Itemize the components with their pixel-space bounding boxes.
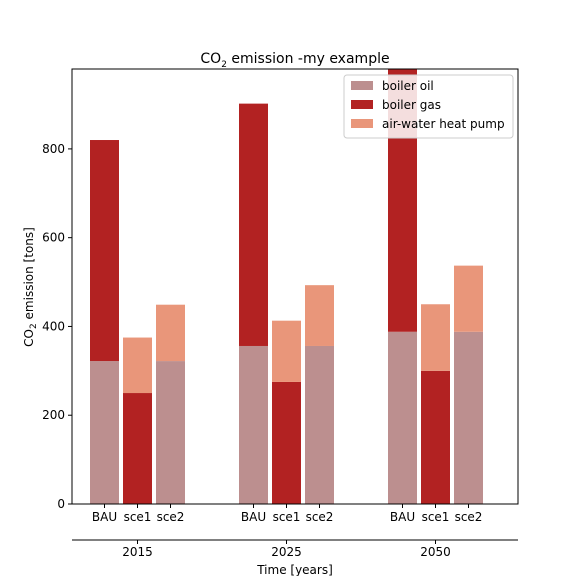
y-tick-label-400: 400 xyxy=(42,319,65,333)
bar-2015-sce2-series-0 xyxy=(156,361,185,504)
x-axis: BAU sce1 sce2 BAU sce1 sce2 BAU sce1 sce2 xyxy=(92,504,483,524)
y-tick-label-200: 200 xyxy=(42,408,65,422)
bar-2015-sce2-series-2 xyxy=(156,304,185,362)
y-tick-label-600: 600 xyxy=(42,231,65,245)
bar-2050-sce1-series-2 xyxy=(421,304,450,371)
y-tick-label-0: 0 xyxy=(57,497,65,511)
group-axis: 2015 2025 2050 xyxy=(122,540,451,559)
group-label-2050: 2050 xyxy=(420,545,451,559)
bar-2025-BAU-series-1 xyxy=(239,103,268,346)
bar-2015-sce1-series-2 xyxy=(123,337,152,394)
bar-2025-BAU-series-0 xyxy=(239,345,268,504)
bar-2050-BAU-series-0 xyxy=(388,331,417,504)
bar-2025-sce2-series-2 xyxy=(305,285,334,346)
group-label-2015: 2015 xyxy=(122,545,153,559)
legend-swatch-0 xyxy=(351,81,373,90)
bar-2015-BAU-series-1 xyxy=(90,140,119,362)
bar-2025-sce1-series-1 xyxy=(272,381,301,504)
plot-frame xyxy=(71,68,519,505)
x-tick-label-2015-BAU: BAU xyxy=(92,510,117,524)
bars-layer xyxy=(90,69,483,504)
bar-2015-sce1-series-1 xyxy=(123,393,152,504)
x-axis-label: Time [years] xyxy=(256,563,333,576)
bar-2025-sce2-series-0 xyxy=(305,345,334,504)
x-tick-label-2025-sce2: sce2 xyxy=(306,510,334,524)
x-tick-label-2025-sce1: sce1 xyxy=(273,510,301,524)
x-tick-label-2050-sce1: sce1 xyxy=(422,510,450,524)
legend: boiler oil boiler gas air-water heat pump xyxy=(343,74,514,139)
bar-2050-sce2-series-2 xyxy=(454,265,483,332)
bar-2025-sce1-series-2 xyxy=(272,320,301,382)
legend-swatch-1 xyxy=(351,100,373,109)
bar-2050-sce1-series-1 xyxy=(421,370,450,504)
legend-label-0: boiler oil xyxy=(382,79,434,93)
y-axis: 0 200 400 600 800 xyxy=(42,142,72,511)
x-tick-label-2050-sce2: sce2 xyxy=(455,510,483,524)
legend-label-2: air-water heat pump xyxy=(382,117,505,131)
legend-swatch-2 xyxy=(351,119,373,128)
x-tick-label-2015-sce2: sce2 xyxy=(157,510,185,524)
bar-2015-BAU-series-0 xyxy=(90,361,119,504)
x-tick-label-2025-BAU: BAU xyxy=(241,510,266,524)
group-label-2025: 2025 xyxy=(271,545,302,559)
bar-2050-sce2-series-0 xyxy=(454,331,483,504)
x-tick-label-2015-sce1: sce1 xyxy=(124,510,152,524)
y-axis-label: CO2 emission [tons] xyxy=(22,227,39,347)
y-tick-label-800: 800 xyxy=(42,142,65,156)
chart-title: CO2 emission -my example xyxy=(200,51,389,70)
legend-box xyxy=(343,74,514,139)
x-tick-label-2050-BAU: BAU xyxy=(390,510,415,524)
legend-label-1: boiler gas xyxy=(382,98,441,112)
